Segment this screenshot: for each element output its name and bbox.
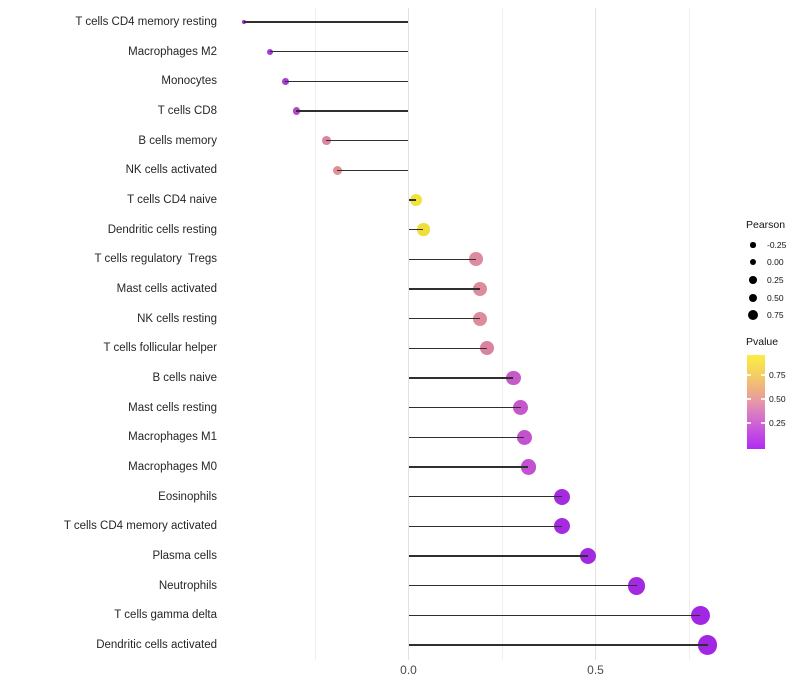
lollipop-stem <box>296 110 409 112</box>
data-point <box>472 311 487 326</box>
size-legend-dot <box>747 309 759 321</box>
lollipop-stem <box>408 496 562 498</box>
y-axis-label: Monocytes <box>161 75 217 88</box>
data-point <box>479 341 495 356</box>
data-point <box>281 77 289 85</box>
gridline-minor <box>501 8 503 660</box>
lollipop-stem <box>243 21 409 23</box>
gridline-minor <box>688 8 690 660</box>
size-legend-label: 0.00 <box>767 257 784 267</box>
y-axis-label: B cells naive <box>152 371 217 384</box>
lollipop-stem <box>285 80 409 82</box>
y-axis-label: Mast cells resting <box>128 401 217 414</box>
colorbar-tick <box>761 422 765 424</box>
data-point <box>627 576 646 595</box>
lollipop-stem <box>337 169 409 171</box>
data-point <box>321 136 331 146</box>
lollipop-stem <box>408 288 480 290</box>
lollipop-stem <box>408 614 701 616</box>
size-legend-dot <box>748 293 758 303</box>
lollipop-stem <box>408 407 521 409</box>
data-point <box>472 282 487 296</box>
data-point <box>516 429 532 445</box>
lollipop-stem <box>408 466 529 468</box>
x-axis-tick-label: 0.5 <box>587 663 604 677</box>
lollipop-stem <box>408 525 562 527</box>
data-point <box>553 488 570 505</box>
lollipop-stem <box>408 585 637 587</box>
y-axis-label: Macrophages M0 <box>128 460 217 473</box>
lollipop-stem <box>408 229 424 231</box>
colorbar-tick <box>747 374 751 376</box>
y-axis-label: Plasma cells <box>152 549 217 562</box>
data-point <box>292 107 301 115</box>
lollipop-stem <box>408 644 708 646</box>
colorbar-label: 0.25 <box>769 418 786 428</box>
size-legend-label: 0.50 <box>767 293 784 303</box>
lollipop-stem <box>408 377 514 379</box>
y-axis-label: T cells CD4 memory activated <box>63 520 217 533</box>
colorbar-tick <box>747 398 751 400</box>
size-legend-dot <box>749 258 757 266</box>
y-axis-label: Dendritic cells activated <box>96 638 217 651</box>
colorbar-tick <box>761 374 765 376</box>
colorbar-label: 0.50 <box>769 394 786 404</box>
gridline-major <box>595 8 596 660</box>
y-axis-label: Neutrophils <box>158 579 217 592</box>
lollipop-stem <box>408 555 589 557</box>
data-point <box>468 252 483 267</box>
x-axis-tick-label: 0.0 <box>400 663 417 677</box>
y-axis-label: T cells regulatory Tregs <box>94 253 217 266</box>
size-legend-dot <box>749 276 757 284</box>
lollipop-stem <box>408 436 525 438</box>
gridline-major <box>408 8 409 660</box>
lollipop-stem <box>408 258 476 260</box>
y-axis-label: Macrophages M1 <box>128 431 217 444</box>
y-axis-label: T cells CD4 memory resting <box>75 16 217 28</box>
size-legend-label: -0.25 <box>767 240 787 250</box>
y-axis-label: NK cells activated <box>125 164 217 177</box>
data-point <box>332 165 343 175</box>
y-axis-label: T cells gamma delta <box>114 609 217 622</box>
colorbar-label: 0.75 <box>769 370 786 380</box>
size-legend-dot <box>750 242 756 248</box>
lollipop-stem <box>408 199 416 201</box>
color-legend-title: Pvalue <box>746 336 779 348</box>
y-axis-label: NK cells resting <box>137 312 217 325</box>
lollipop-stem <box>326 140 409 142</box>
y-axis-label: T cells follicular helper <box>103 342 217 355</box>
y-axis-label: Mast cells activated <box>116 282 217 295</box>
lollipop-stem <box>408 318 480 320</box>
y-axis-label: Macrophages M2 <box>128 45 217 58</box>
size-legend-title: Pearson <box>746 219 786 231</box>
pvalue-colorbar <box>747 355 765 449</box>
gridline-minor <box>314 8 316 660</box>
data-point <box>505 370 521 386</box>
colorbar-tick <box>761 398 765 400</box>
data-point <box>409 193 423 207</box>
data-point <box>520 459 536 475</box>
size-legend-label: 0.75 <box>767 310 784 320</box>
y-axis-label: T cells CD8 <box>157 104 217 117</box>
colorbar-tick <box>747 422 751 424</box>
lollipop-stem <box>270 51 409 53</box>
data-point <box>553 518 570 535</box>
y-axis-label: T cells CD4 naive <box>127 193 217 206</box>
y-axis-label: Dendritic cells resting <box>107 223 217 236</box>
lollipop-stem <box>408 347 488 349</box>
size-legend-label: 0.25 <box>767 275 784 285</box>
data-point <box>513 400 529 416</box>
y-axis-label: Eosinophils <box>158 490 217 503</box>
y-axis-label: B cells memory <box>138 134 217 147</box>
